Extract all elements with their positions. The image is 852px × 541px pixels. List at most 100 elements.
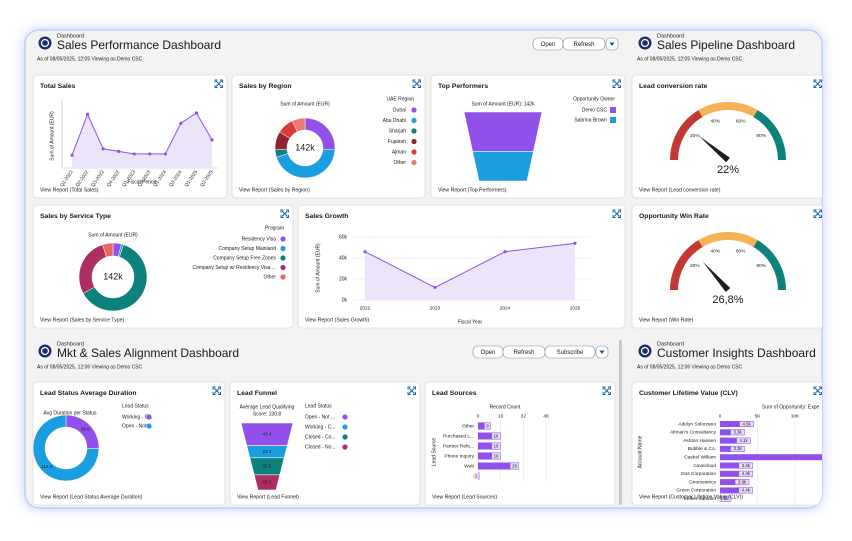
- view-report-link[interactable]: View Report (Sales by Service Type): [40, 317, 125, 323]
- button-label[interactable]: Refresh: [513, 350, 534, 356]
- view-report-link[interactable]: View Report (Top Performers): [438, 187, 507, 193]
- button-label[interactable]: Open: [541, 42, 556, 48]
- y-tick-label: Other: [462, 423, 474, 429]
- expand-icon[interactable]: [602, 386, 611, 395]
- view-report-link[interactable]: View Report (Sales by Region): [239, 187, 310, 193]
- dashboard-title: Mkt & Sales Alignment Dashboard: [57, 346, 239, 360]
- button-label[interactable]: Refresh: [573, 42, 594, 48]
- gauge-band: [698, 232, 758, 247]
- chart-title: Sum of Amount (EUR): [280, 101, 330, 107]
- y-axis-title: Lead Source: [431, 438, 437, 467]
- chart-title: Sum of Opportunity: Expe: [762, 404, 819, 410]
- area: [72, 112, 212, 168]
- point: [163, 152, 167, 156]
- view-report-link[interactable]: View Report (Lead Status Average Duratio…: [40, 494, 142, 500]
- x-tick-label: 10K: [791, 413, 800, 419]
- value-label: 4.4k: [742, 488, 751, 493]
- value-label: 1.5k: [720, 496, 729, 501]
- donut-slice: [291, 117, 306, 133]
- legend-label: Other: [393, 160, 406, 166]
- y-tick-label: Cashel William: [684, 454, 716, 460]
- legend-swatch: [342, 444, 348, 450]
- legend-swatch: [146, 423, 152, 429]
- view-report-link[interactable]: View Report (Total Sales): [40, 187, 99, 193]
- value-label-bg: [739, 471, 753, 477]
- expand-icon[interactable]: [813, 209, 822, 218]
- point: [148, 152, 152, 156]
- dashboard-subtitle: As of 08/05/2025, 12:05 Viewing as Demo …: [37, 56, 143, 62]
- y-tick-label: 20k: [339, 276, 348, 282]
- legend-label: Demo CSC: [582, 107, 608, 113]
- x-tick-label: 5K: [755, 413, 762, 419]
- legend-swatch: [280, 264, 286, 271]
- area: [365, 243, 575, 300]
- view-report-link[interactable]: View Report (Customer Lifetime Value (CL…: [639, 494, 743, 500]
- legend-swatch: [411, 128, 417, 134]
- value-label: 4.4k: [742, 463, 751, 468]
- dashboard-label: Dashboard: [657, 341, 684, 347]
- bar: [720, 487, 753, 494]
- value-label-bg: [717, 496, 731, 502]
- y-tick-label: Ashton Hansen: [683, 438, 716, 444]
- expand-icon[interactable]: [212, 386, 221, 395]
- value-label-bg: [473, 473, 479, 479]
- y-tick-label: Gnomestrics: [689, 479, 717, 485]
- value-label-bg: [510, 463, 519, 469]
- point: [503, 250, 507, 254]
- gauge-tick-label: 40%: [711, 118, 721, 124]
- y-tick-label: 40k: [339, 255, 348, 261]
- y-tick-label: Partner Refe...: [443, 443, 474, 449]
- expand-icon[interactable]: [280, 209, 289, 218]
- legend-swatch: [342, 424, 348, 430]
- view-report-link[interactable]: View Report (Win Rate): [639, 317, 694, 323]
- legend-label: Closed - No...: [305, 444, 336, 450]
- dashboard-icon-ring: [640, 346, 650, 356]
- button[interactable]: [562, 37, 606, 51]
- legend-title: UAE Region: [386, 96, 414, 102]
- value-label-bg: [735, 479, 749, 485]
- bar: [720, 470, 753, 477]
- x-tick-label: 0: [719, 413, 722, 419]
- y-axis-title: Account Name: [637, 435, 643, 468]
- x-tick-label: 2022: [360, 305, 371, 311]
- panel: [631, 204, 822, 329]
- panel-title: Lead conversion rate: [639, 83, 708, 90]
- view-report-link[interactable]: View Report (Lead Funnel): [237, 494, 299, 500]
- expand-icon[interactable]: [214, 79, 223, 88]
- x-tick-label: 32: [521, 413, 527, 419]
- dashboard-icon-ring: [640, 38, 650, 48]
- expand-icon[interactable]: [612, 209, 621, 218]
- legend-label: Abu Dhabi: [383, 118, 406, 124]
- expand-icon[interactable]: [813, 386, 822, 395]
- point: [433, 285, 437, 289]
- panel-title: Lead Sources: [432, 390, 477, 397]
- view-report-link[interactable]: View Report (Sales Growth): [305, 317, 369, 323]
- y-axis-title: Sum of Amount (EUR): [49, 111, 55, 161]
- expand-icon[interactable]: [813, 79, 822, 88]
- dashboard-icon: [638, 36, 652, 50]
- view-report-link[interactable]: View Report (Lead Sources): [432, 494, 497, 500]
- button[interactable]: [544, 345, 596, 359]
- dashboard-subtitle: As of 08/05/2025, 12:06 Viewing as Demo …: [637, 364, 743, 370]
- point: [363, 250, 367, 254]
- donut-center-label: 142k: [295, 142, 315, 152]
- slice-label: 38.8: [81, 426, 90, 431]
- legend-label: Residency Visa: [242, 236, 277, 242]
- expand-icon[interactable]: [612, 79, 621, 88]
- expand-icon[interactable]: [412, 79, 421, 88]
- value-label-bg: [491, 453, 501, 459]
- expand-icon[interactable]: [407, 386, 416, 395]
- funnel-segment: [472, 151, 534, 182]
- button-label[interactable]: Subscribe: [557, 350, 584, 356]
- legend-swatch: [610, 117, 616, 123]
- legend-swatch: [280, 274, 286, 280]
- line: [71, 112, 213, 156]
- button-label[interactable]: Open: [481, 350, 496, 356]
- gauge-value-label: 26,8%: [712, 294, 743, 306]
- legend-swatch: [280, 245, 286, 252]
- legend-swatch: [411, 138, 417, 145]
- bar: [478, 422, 491, 430]
- view-report-link[interactable]: View Report (Lead conversion rate): [639, 187, 721, 193]
